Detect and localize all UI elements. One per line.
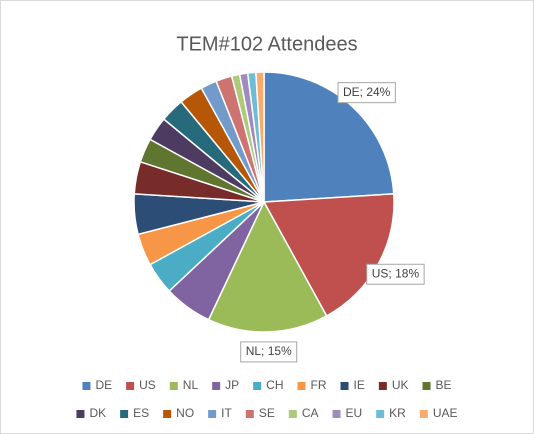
data-label-box [366,263,425,285]
legend-swatch [163,410,172,418]
legend-swatch [297,382,306,390]
legend-swatch [378,382,387,390]
legend-swatch [76,410,85,418]
legend-label: NO [176,406,194,420]
legend-swatch [245,410,254,418]
legend-label: FR [311,378,327,392]
legend-label: DK [89,406,106,420]
legend-swatch [212,382,221,390]
legend-label: US [139,378,156,392]
legend-label: SE [259,406,275,420]
pie-slice [263,71,395,203]
legend-swatch [376,410,385,418]
legend-label: CA [302,406,319,420]
legend-swatch [82,382,91,390]
legend-label: IT [221,406,232,420]
legend-label: DE [95,378,112,392]
legend-label: CH [266,378,283,392]
legend-label: KR [389,406,406,420]
legend-swatch [422,382,431,390]
data-label-box [337,82,396,104]
legend-swatch [332,410,341,418]
data-label: US; 18% [372,266,420,280]
data-label-box [240,341,298,363]
chart-title: TEM#102 Attendees [176,33,357,55]
legend-label: JP [225,378,239,392]
data-label: NL; 15% [246,344,292,358]
legend-label: ES [133,406,149,420]
pie-slice [207,200,328,333]
legend-swatch [120,410,129,418]
legend-swatch [253,382,262,390]
legend-label: BE [436,378,452,392]
legend-label: IE [354,378,365,392]
legend-row: DE US NL JP CH FR IE UK BE [82,378,452,392]
pie-slice [255,71,265,203]
legend-swatch [288,410,297,418]
legend-swatch [126,382,135,390]
legend-swatch [169,382,178,390]
legend-label: EU [346,406,363,420]
legend-swatch [208,410,217,418]
data-label: DE; 24% [343,85,391,99]
legend-label: UAE [433,406,458,420]
legend-label: NL [183,378,199,392]
legend-swatch [419,410,428,418]
legend-label: UK [392,378,409,392]
legend-swatch [340,382,349,390]
legend-row: DK ES NO IT SE CA EU KR UAE [76,406,458,420]
